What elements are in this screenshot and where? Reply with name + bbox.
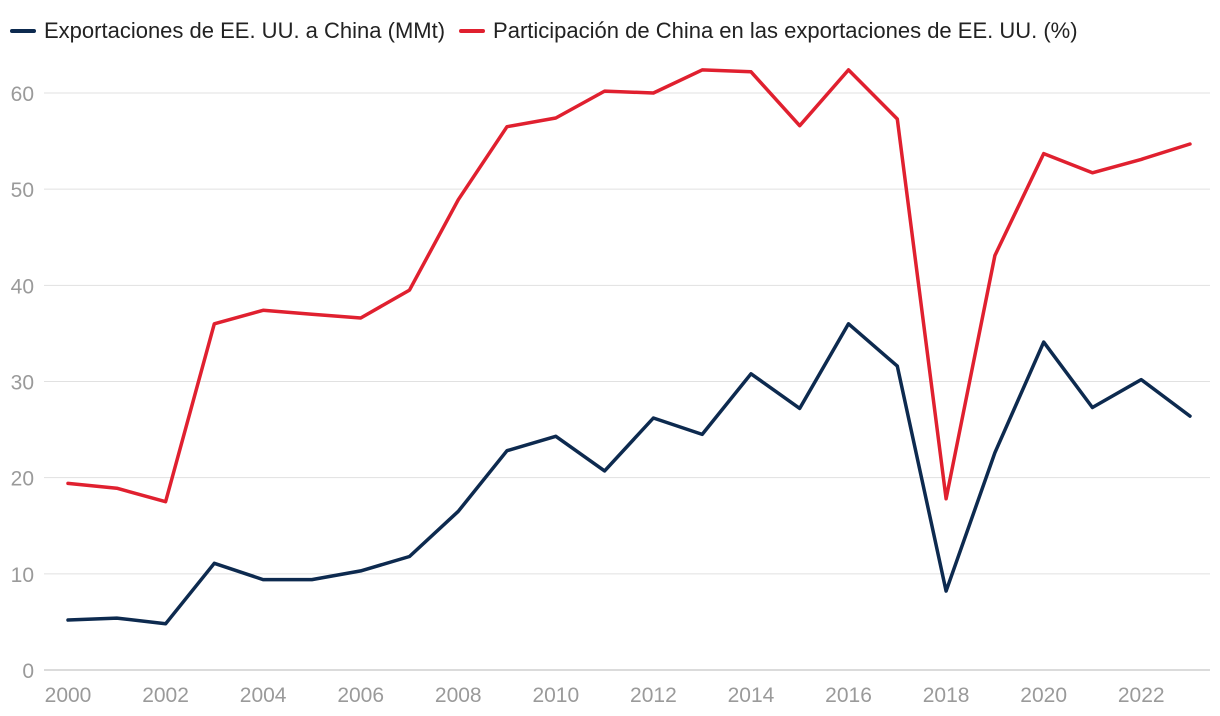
data-point[interactable] [940,585,952,597]
gridlines [44,92,1210,671]
data-point[interactable] [891,360,903,372]
legend-item-exports[interactable]: Exportaciones de EE. UU. a China (MMt) [10,18,445,44]
data-point[interactable] [208,557,220,569]
x-tick-label: 2004 [240,684,287,707]
data-point[interactable] [891,113,903,125]
data-point[interactable] [794,402,806,414]
chart-legend: Exportaciones de EE. UU. a China (MMt) P… [10,14,1092,48]
series-lines [62,64,1196,630]
data-point[interactable] [501,445,513,457]
x-tick-label: 2010 [532,684,579,707]
legend-swatch-china-share [459,29,486,33]
data-point[interactable] [62,477,74,489]
data-point[interactable] [989,250,1001,262]
data-point[interactable] [989,447,1001,459]
data-point[interactable] [1086,402,1098,414]
data-point[interactable] [599,465,611,477]
data-point[interactable] [452,505,464,517]
data-point[interactable] [647,412,659,424]
x-tick-label: 2000 [45,684,92,707]
series-line-china-share[interactable] [66,68,1192,504]
legend-swatch-exports [10,29,36,33]
legend-label-exports: Exportaciones de EE. UU. a China (MMt) [44,18,446,43]
data-point[interactable] [160,618,172,630]
data-point[interactable] [257,304,269,316]
data-point[interactable] [208,318,220,330]
data-point[interactable] [940,493,952,505]
data-point[interactable] [550,430,562,442]
data-point[interactable] [1135,374,1147,386]
data-point[interactable] [1135,153,1147,165]
x-tick-label: 2016 [825,684,872,707]
x-axis-ticks: 2000 2002 2004 2006 2008 2010 2012 2014 2016 2018… [45,684,1165,707]
data-point[interactable] [843,64,855,76]
series-line-exports-group [62,318,1196,630]
x-tick-label: 2006 [337,684,384,707]
x-tick-label: 2022 [1118,684,1165,707]
data-point[interactable] [306,308,318,320]
data-point[interactable] [111,482,123,494]
data-point[interactable] [843,318,855,330]
data-point[interactable] [1086,167,1098,179]
data-point[interactable] [355,565,367,577]
data-point[interactable] [696,428,708,440]
y-axis-ticks: 0 10 20 30 40 50 60 [11,83,34,683]
data-point[interactable] [160,496,172,508]
y-tick-label: 20 [11,468,34,491]
x-tick-label: 2002 [142,684,189,707]
data-point[interactable] [599,85,611,97]
data-point[interactable] [404,284,416,296]
x-tick-label: 2020 [1020,684,1067,707]
data-point[interactable] [257,574,269,586]
data-point[interactable] [1038,148,1050,160]
legend-item-china-share[interactable]: Participación de China en las exportacio… [459,18,1078,44]
y-tick-label: 30 [11,372,34,395]
legend-label-china-share: Participación de China en las exportacio… [493,18,1078,43]
data-point[interactable] [745,66,757,78]
data-point[interactable] [355,312,367,324]
data-point[interactable] [306,574,318,586]
x-tick-label: 2012 [630,684,677,707]
data-point[interactable] [111,612,123,624]
data-point[interactable] [550,112,562,124]
y-tick-label: 50 [11,179,34,202]
data-point[interactable] [1184,410,1196,422]
data-point[interactable] [1038,336,1050,348]
data-point[interactable] [794,120,806,132]
series-line-china-share-group [62,64,1196,508]
data-point[interactable] [501,121,513,133]
x-tick-label: 2008 [435,684,482,707]
data-point[interactable] [1184,138,1196,150]
y-tick-label: 40 [11,275,34,298]
y-tick-label: 10 [11,564,34,587]
data-point[interactable] [404,551,416,563]
y-tick-label: 60 [11,83,34,106]
series-line-exports[interactable] [66,322,1192,626]
data-point[interactable] [452,194,464,206]
x-tick-label: 2014 [728,684,775,707]
data-point[interactable] [647,87,659,99]
data-point[interactable] [745,368,757,380]
y-tick-label: 0 [22,660,34,683]
data-point[interactable] [696,64,708,76]
x-tick-label: 2018 [923,684,970,707]
data-point[interactable] [62,614,74,626]
